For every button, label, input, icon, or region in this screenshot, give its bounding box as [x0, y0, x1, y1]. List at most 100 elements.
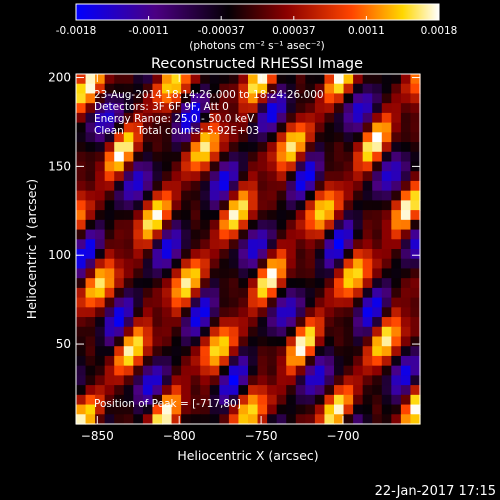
colorbar	[75, 3, 440, 21]
heatmap-cell	[181, 365, 192, 376]
heatmap-cell	[257, 142, 268, 153]
annotation-detectors: Detectors: 3F 6F 9F, Att 0	[94, 101, 229, 113]
heatmap-cell	[228, 132, 240, 143]
heatmap-cell	[353, 297, 364, 308]
heatmap-cell	[248, 93, 259, 104]
heatmap-cell	[400, 180, 412, 192]
heatmap-cell	[123, 219, 134, 231]
heatmap-cell	[372, 258, 383, 270]
heatmap-cell	[162, 229, 173, 240]
heatmap-cell	[162, 142, 173, 153]
heatmap-cell	[248, 83, 259, 95]
heatmap-cell	[190, 74, 201, 85]
heatmap-cell	[190, 404, 201, 415]
heatmap-cell	[238, 103, 249, 114]
heatmap-cell	[314, 375, 326, 386]
heatmap-cell	[334, 151, 345, 163]
heatmap-cell	[104, 365, 115, 376]
heatmap-cell	[353, 112, 364, 124]
heatmap-cell	[257, 249, 268, 260]
heatmap-cell	[123, 317, 134, 328]
heatmap-cell	[209, 132, 220, 143]
heatmap-cell	[324, 180, 335, 192]
heatmap-cell	[228, 297, 240, 308]
heatmap-cell	[152, 161, 163, 172]
heatmap-cell	[324, 249, 335, 260]
heatmap-cell	[133, 229, 144, 240]
annotation-energy-range: Energy Range: 25.0 - 50.0 keV	[94, 113, 255, 125]
heatmap-cell	[114, 151, 125, 163]
heatmap-cell	[362, 190, 373, 201]
heatmap-cell	[114, 93, 125, 104]
heatmap-cell	[334, 249, 345, 260]
heatmap-cell	[372, 414, 383, 425]
heatmap-cell	[152, 83, 163, 95]
heatmap-cell	[104, 404, 115, 415]
heatmap-cell	[324, 83, 335, 95]
heatmap-cell	[324, 268, 335, 279]
heatmap-cell	[123, 171, 134, 182]
heatmap-cell	[372, 239, 383, 250]
heatmap-cell	[267, 326, 278, 338]
heatmap-cell	[190, 122, 201, 133]
heatmap-cell	[152, 287, 163, 299]
heatmap-cell	[85, 355, 96, 367]
heatmap-cell	[257, 365, 268, 376]
heatmap-cell	[228, 200, 240, 211]
heatmap-cell	[142, 317, 154, 328]
heatmap-cell	[334, 258, 345, 270]
heatmap-cell	[123, 268, 134, 279]
heatmap-cell	[104, 258, 115, 270]
heatmap-cell	[181, 385, 192, 396]
heatmap-cell	[104, 249, 115, 260]
heatmap-cell	[200, 414, 211, 425]
heatmap-cell	[286, 103, 297, 114]
heatmap-cell	[95, 151, 106, 163]
heatmap-cell	[152, 219, 163, 231]
heatmap-cell	[152, 375, 163, 386]
heatmap-cell	[343, 326, 354, 338]
heatmap-cell	[391, 161, 402, 172]
heatmap-cell	[190, 210, 201, 221]
heatmap-cell	[104, 190, 115, 201]
heatmap-cell	[362, 151, 373, 163]
heatmap-cell	[372, 317, 383, 328]
heatmap-cell	[314, 210, 326, 221]
heatmap-cell	[343, 151, 354, 163]
heatmap-cell	[276, 404, 287, 415]
heatmap-cell	[334, 307, 345, 318]
heatmap-cell	[171, 239, 182, 250]
heatmap-cell	[400, 394, 412, 406]
heatmap-cell	[142, 210, 154, 221]
heatmap-cell	[372, 385, 383, 396]
heatmap-cell	[219, 249, 230, 260]
heatmap-cell	[391, 278, 402, 289]
heatmap-cell	[400, 297, 412, 308]
heatmap-cell	[295, 151, 306, 163]
heatmap-cell	[190, 200, 201, 211]
heatmap-cell	[362, 317, 373, 328]
heatmap-cell	[248, 161, 259, 172]
heatmap-cell	[104, 326, 115, 338]
heatmap-cell	[76, 365, 87, 376]
heatmap-cell	[152, 171, 163, 182]
heatmap-cell	[123, 200, 134, 211]
heatmap-cell	[152, 249, 163, 260]
heatmap-cell	[142, 249, 154, 260]
heatmap-cell	[362, 122, 373, 133]
heatmap-cell	[276, 190, 287, 201]
x-tick-label: −800	[163, 429, 196, 443]
heatmap-cell	[114, 190, 125, 201]
heatmap-cell	[162, 74, 173, 85]
heatmap-cell	[162, 385, 173, 396]
heatmap-cell	[248, 258, 259, 270]
heatmap-cell	[362, 112, 373, 124]
heatmap-cell	[152, 122, 163, 133]
heatmap-cell	[152, 404, 163, 415]
heatmap-cell	[181, 210, 192, 221]
heatmap-cell	[104, 93, 115, 104]
heatmap-cell	[267, 297, 278, 308]
heatmap-cell	[267, 190, 278, 201]
heatmap-cell	[295, 355, 306, 367]
heatmap-cell	[123, 414, 134, 425]
